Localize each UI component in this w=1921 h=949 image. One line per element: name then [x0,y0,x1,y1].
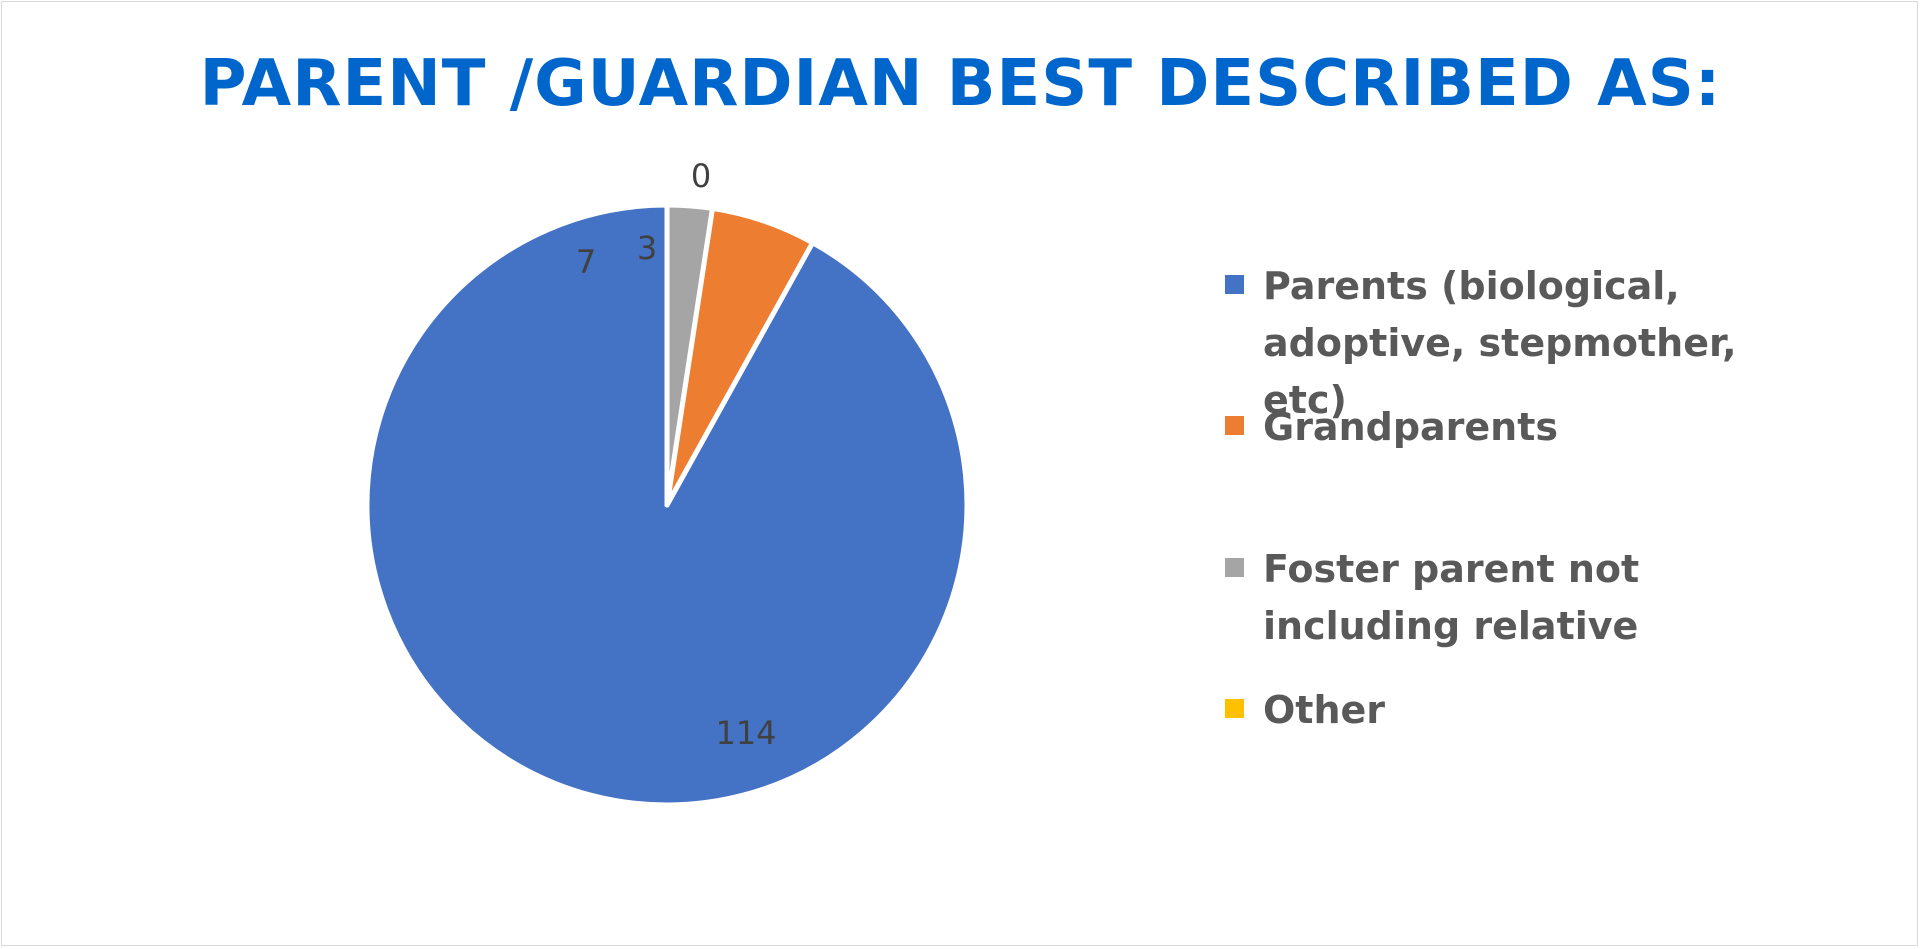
legend-label-foster-parent: Foster parent not including relative [1263,547,1640,648]
pie-slices [364,202,970,808]
legend-label-grandparents: Grandparents [1263,405,1559,449]
legend-swatch-other [1225,699,1244,718]
chart-title: PARENT /GUARDIAN BEST DESCRIBED AS: [199,47,1722,121]
legend-label-parents: Parents (biological, adoptive, stepmothe… [1263,264,1737,422]
pie-data-labels: 114 7 30 [576,157,777,752]
data-label-parents: 114 [715,714,776,752]
legend-label-other: Other [1263,688,1386,732]
legend-swatch-parents [1225,275,1244,294]
pie-slice-foster-parent [664,202,715,508]
data-label-foster-parent: 3 [637,229,657,267]
legend-swatch-foster-parent [1225,558,1244,577]
data-label-grandparents: 7 [576,243,596,281]
data-label-other: 0 [691,157,711,195]
legend-swatch-grandparents [1225,416,1244,435]
